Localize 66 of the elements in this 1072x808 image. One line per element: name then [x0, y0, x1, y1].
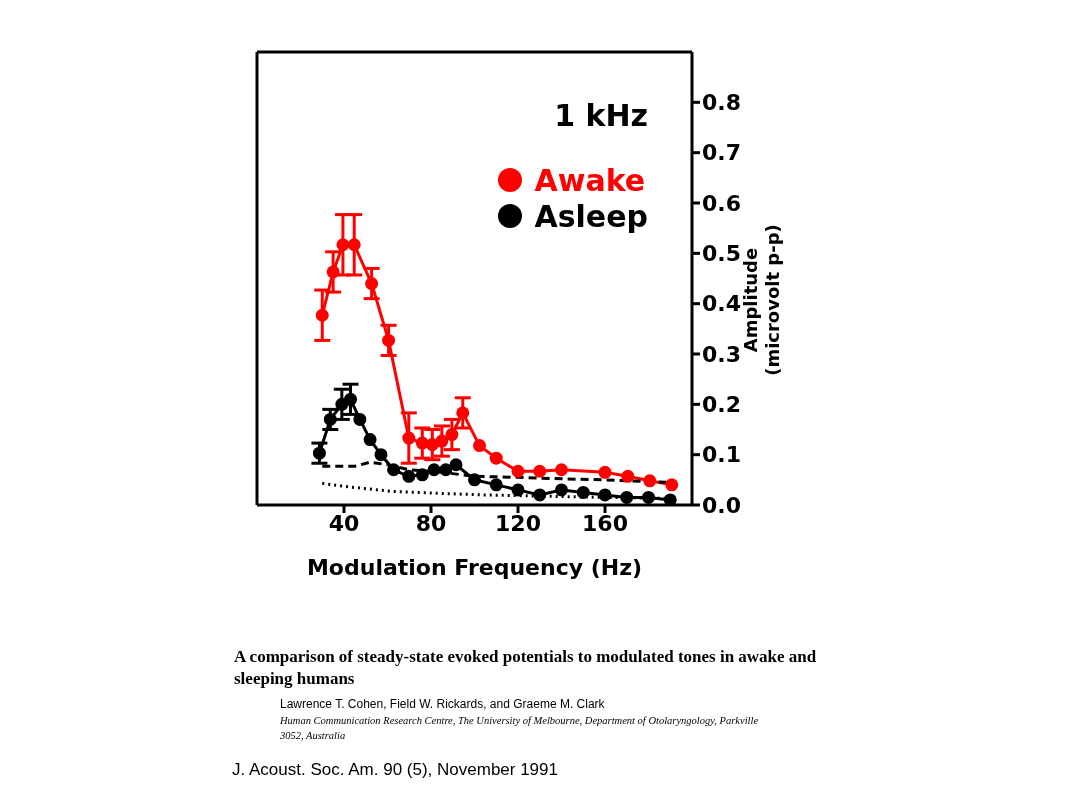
point [489, 451, 503, 465]
point [665, 478, 679, 492]
annotation: 1 kHz [554, 98, 648, 133]
point [620, 490, 634, 504]
point [489, 478, 503, 492]
point [456, 406, 470, 420]
point [511, 464, 525, 478]
y-tick-label: 0.6 [702, 190, 741, 216]
point [374, 448, 388, 462]
y-tick-label: 0.3 [702, 341, 741, 367]
y-axis-title: Amplitude (microvolt p-p) [740, 223, 784, 378]
point [439, 463, 453, 477]
point [555, 463, 568, 477]
x-tick-label: 80 [415, 510, 447, 536]
y-tick-label: 0.4 [702, 291, 741, 317]
point [336, 238, 350, 252]
text: A comparison of steady-state evoked potentials to modulated tones in awake and sleeping humans [234, 646, 818, 690]
text: Lawrence T. Cohen, Field W. Rickards, and Graeme M. Clark [280, 697, 605, 711]
y-tick-label: 0.0 [702, 492, 741, 518]
point [402, 469, 416, 483]
point [353, 412, 367, 426]
point [365, 277, 379, 291]
y-tick-label: 0.1 [702, 442, 741, 468]
point [315, 308, 329, 322]
x-axis-title: Modulation Frequency (Hz) [306, 555, 643, 580]
point [643, 474, 657, 488]
point [415, 436, 429, 450]
legend-label: Awake [534, 162, 646, 198]
point [382, 333, 396, 347]
point [445, 428, 459, 442]
point [468, 473, 481, 487]
point [642, 490, 655, 504]
text: Human Communication Research Centre, The University of Melbourne, Department of Otolaryngology, Parkville 3052, Australia [280, 714, 760, 743]
point [427, 463, 441, 477]
point [323, 412, 337, 426]
legend-label: Asleep [534, 198, 648, 234]
point [312, 446, 326, 460]
y-tick-label: 0.5 [702, 241, 741, 267]
point [576, 485, 590, 499]
y-tick-label: 0.8 [702, 90, 741, 116]
point [555, 483, 568, 497]
point [326, 265, 340, 279]
point [621, 469, 635, 483]
x-tick-label: 160 [582, 510, 628, 536]
point [663, 493, 677, 505]
point [415, 468, 429, 482]
point [533, 488, 547, 502]
y-tick-label: 0.2 [702, 392, 741, 418]
x-tick-label: 120 [495, 510, 541, 536]
point [598, 465, 612, 479]
point [449, 458, 463, 472]
point [425, 438, 439, 452]
point [598, 488, 612, 502]
point [387, 463, 401, 477]
point [533, 464, 547, 478]
y-tick-label: 0.7 [702, 140, 741, 166]
point [363, 433, 377, 447]
point [473, 439, 486, 453]
point [344, 392, 358, 406]
x-tick-label: 40 [328, 510, 360, 536]
point [511, 483, 525, 497]
text: J. Acoust. Soc. Am. 90 (5), November 1991 [232, 760, 558, 780]
point [347, 238, 361, 252]
point [335, 397, 349, 411]
point [402, 431, 416, 445]
point [435, 434, 449, 448]
